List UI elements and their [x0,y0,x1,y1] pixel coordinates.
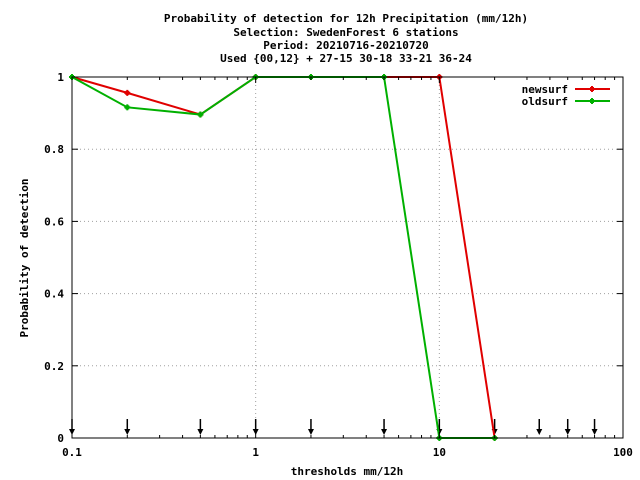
threshold-arrow-head [124,429,131,435]
y-tick-label: 0.8 [44,143,64,156]
data-point-oldsurf [197,111,204,118]
y-tick-label: 0.6 [44,215,64,228]
threshold-arrow [307,419,314,435]
x-tick-label: 1 [252,446,259,459]
x-tick-label: 10 [433,446,446,459]
y-tick-label: 0.2 [44,360,64,373]
threshold-arrow [381,419,388,435]
title-line-1: Probability of detection for 12h Precipi… [164,12,528,25]
threshold-arrow-head [381,429,388,435]
legend-marker-oldsurf [589,98,595,104]
threshold-arrow [536,419,543,435]
series-oldsurf [69,74,498,441]
x-axis-label: thresholds mm/12h [291,465,404,478]
legend-marker-newsurf [589,86,595,92]
series-newsurf [69,74,498,441]
grid [72,77,623,438]
title-line-4: Used {00,12} + 27-15 30-18 33-21 36-24 [220,52,472,65]
series-lines [69,74,498,441]
y-axis-label: Probability of detection [18,179,31,338]
threshold-arrow-head [197,429,204,435]
legend-label-oldsurf: oldsurf [522,95,568,108]
y-tick-label: 0 [57,432,64,445]
threshold-arrow-head [536,429,543,435]
marker-core [125,105,130,110]
threshold-arrow [591,419,598,435]
y-tick-label: 1 [57,71,64,84]
title-line-3: Period: 20210716-20210720 [263,39,429,52]
threshold-arrow-head [591,429,598,435]
x-tick-label: 0.1 [62,446,82,459]
marker-core [198,112,203,117]
y-tick-label: 0.4 [44,288,64,301]
threshold-arrow-head [307,429,314,435]
x-tick-label: 100 [613,446,633,459]
marker-core [125,90,130,95]
threshold-arrow [124,419,131,435]
marker-core [590,87,594,91]
data-point-newsurf [124,89,131,96]
threshold-arrow [197,419,204,435]
title-line-2: Selection: SwedenForest 6 stations [233,26,458,39]
axis-ticks: 0 0.2 0.4 0.6 0.8 1 0.1 1 10 100 [44,71,633,459]
data-point-oldsurf [124,104,131,111]
threshold-arrows [69,419,598,435]
legend-label-newsurf: newsurf [522,83,568,96]
threshold-arrow-head [564,429,571,435]
chart-title: Probability of detection for 12h Precipi… [164,12,528,65]
plot-frame [71,76,624,439]
series-line-oldsurf [71,76,495,439]
threshold-arrow [564,419,571,435]
marker-core [590,99,594,103]
